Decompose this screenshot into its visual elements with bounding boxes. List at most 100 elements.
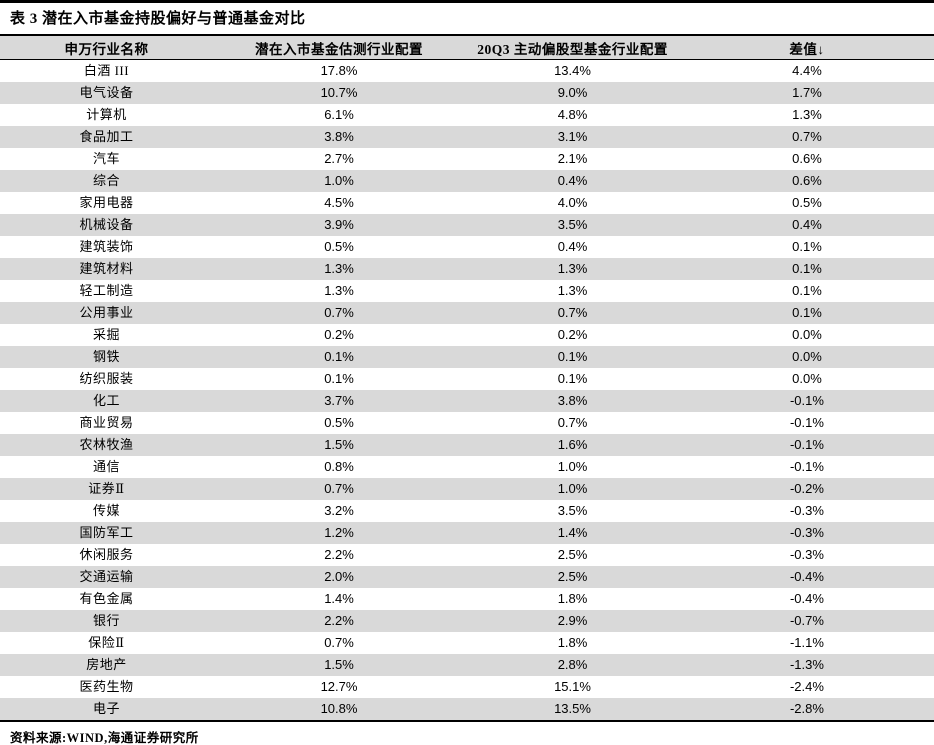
- value-cell: 1.5%: [212, 654, 466, 676]
- table-row: 采掘 0.2% 0.2% 0.0%: [0, 324, 934, 346]
- value-cell: 1.3%: [324, 283, 354, 298]
- value-cell: 1.6%: [465, 434, 680, 456]
- table-row: 房地产 1.5% 2.8% -1.3%: [0, 654, 934, 676]
- industry-name-cell: 食品加工: [0, 126, 213, 148]
- value-cell: 1.7%: [679, 82, 934, 104]
- value-cell: 0.5%: [324, 239, 354, 254]
- value-cell: -0.1%: [679, 434, 934, 456]
- industry-name-cell: 建筑装饰: [79, 239, 134, 254]
- value-cell: 0.6%: [679, 170, 934, 192]
- value-cell: 1.3%: [792, 107, 822, 122]
- value-cell: 4.5%: [324, 195, 354, 210]
- table-row: 保险Ⅱ 0.7% 1.8% -1.1%: [0, 632, 934, 654]
- value-cell: 0.7%: [679, 126, 934, 148]
- value-cell: 1.8%: [557, 591, 588, 606]
- value-cell: 1.3%: [465, 258, 680, 280]
- table-row: 公用事业 0.7% 0.7% 0.1%: [0, 302, 934, 324]
- column-header-20q3-active-fund-alloc: 20Q3 主动偏股型基金行业配置: [465, 35, 680, 60]
- table-row: 纺织服装 0.1% 0.1% 0.0%: [0, 368, 934, 390]
- value-cell: 1.5%: [212, 434, 466, 456]
- table-row: 白酒 III 17.8% 13.4% 4.4%: [0, 60, 934, 83]
- table-row: 汽车 2.7% 2.1% 0.6%: [0, 148, 934, 170]
- table-row: 电子 10.8% 13.5% -2.8%: [0, 698, 934, 721]
- table-row: 银行 2.2% 2.9% -0.7%: [0, 610, 934, 632]
- value-cell: 0.5%: [792, 195, 822, 210]
- table-row: 轻工制造 1.3% 1.3% 0.1%: [0, 280, 934, 302]
- value-cell: 3.5%: [557, 503, 588, 518]
- value-cell: 10.8%: [212, 698, 466, 721]
- value-cell: -0.3%: [679, 522, 934, 544]
- value-cell: 1.4%: [324, 591, 354, 606]
- table-row: 食品加工 3.8% 3.1% 0.7%: [0, 126, 934, 148]
- table-row: 交通运输 2.0% 2.5% -0.4%: [0, 566, 934, 588]
- table-row: 机械设备 3.9% 3.5% 0.4%: [0, 214, 934, 236]
- value-cell: 9.0%: [465, 82, 680, 104]
- table-row: 有色金属 1.4% 1.8% -0.4%: [0, 588, 934, 610]
- value-cell: 0.2%: [557, 327, 588, 342]
- table-row: 国防军工 1.2% 1.4% -0.3%: [0, 522, 934, 544]
- value-cell: 2.9%: [465, 610, 680, 632]
- industry-name-cell: 交通运输: [0, 566, 213, 588]
- value-cell: 0.0%: [679, 346, 934, 368]
- value-cell: -0.7%: [679, 610, 934, 632]
- value-cell: -0.4%: [679, 566, 934, 588]
- value-cell: -2.4%: [789, 679, 824, 694]
- value-cell: 0.1%: [324, 371, 354, 386]
- value-cell: 0.6%: [792, 151, 822, 166]
- table-row: 建筑装饰 0.5% 0.4% 0.1%: [0, 236, 934, 258]
- value-cell: 0.1%: [792, 283, 822, 298]
- industry-name-cell: 轻工制造: [79, 283, 134, 298]
- value-cell: 17.8%: [320, 63, 358, 78]
- industry-name-cell: 保险Ⅱ: [88, 635, 125, 650]
- value-cell: 0.4%: [557, 239, 588, 254]
- value-cell: 0.1%: [557, 371, 588, 386]
- value-cell: 3.8%: [212, 126, 466, 148]
- industry-name-cell: 银行: [0, 610, 213, 632]
- value-cell: 2.8%: [465, 654, 680, 676]
- industry-name-cell: 机械设备: [0, 214, 213, 236]
- value-cell: 2.2%: [212, 610, 466, 632]
- source-note: 资料来源:WIND,海通证券研究所: [10, 731, 199, 745]
- value-cell: 3.7%: [212, 390, 466, 412]
- value-cell: 4.8%: [557, 107, 588, 122]
- value-cell: -1.1%: [789, 635, 824, 650]
- value-cell: 15.1%: [554, 679, 591, 694]
- column-header-diff-sorted: 差值↓: [679, 35, 934, 60]
- industry-name-cell: 化工: [0, 390, 213, 412]
- value-cell: 1.0%: [212, 170, 466, 192]
- value-cell: 0.1%: [792, 239, 822, 254]
- industry-name-cell: 通信: [92, 459, 120, 474]
- table-row: 休闲服务 2.2% 2.5% -0.3%: [0, 544, 934, 566]
- value-cell: 2.2%: [324, 547, 354, 562]
- industry-name-cell: 综合: [0, 170, 213, 192]
- value-cell: 1.4%: [465, 522, 680, 544]
- industry-allocation-table: 申万行业名称 潜在入市基金估测行业配置 20Q3 主动偏股型基金行业配置 差值↓ 白酒…: [0, 34, 934, 722]
- industry-name-cell: 商业贸易: [79, 415, 134, 430]
- value-cell: 13.4%: [554, 63, 591, 78]
- value-cell: 0.7%: [324, 635, 354, 650]
- value-cell: 1.0%: [465, 478, 680, 500]
- value-cell: -0.1%: [789, 415, 824, 430]
- value-cell: 0.1%: [465, 346, 680, 368]
- table-row: 商业贸易 0.5% 0.7% -0.1%: [0, 412, 934, 434]
- value-cell: 10.7%: [212, 82, 466, 104]
- industry-name-cell: 汽车: [92, 151, 120, 166]
- industry-name-cell: 农林牧渔: [0, 434, 213, 456]
- industry-name-cell: 证券Ⅱ: [0, 478, 213, 500]
- value-cell: 0.4%: [679, 214, 934, 236]
- table-row: 证券Ⅱ 0.7% 1.0% -0.2%: [0, 478, 934, 500]
- table-row: 钢铁 0.1% 0.1% 0.0%: [0, 346, 934, 368]
- value-cell: 0.1%: [679, 302, 934, 324]
- value-cell: 0.1%: [212, 346, 466, 368]
- industry-name-cell: 计算机: [86, 107, 127, 122]
- value-cell: 0.7%: [212, 302, 466, 324]
- value-cell: -2.8%: [679, 698, 934, 721]
- value-cell: 3.8%: [465, 390, 680, 412]
- table-header-row: 申万行业名称 潜在入市基金估测行业配置 20Q3 主动偏股型基金行业配置 差值↓: [0, 35, 934, 60]
- column-header-potential-fund-alloc: 潜在入市基金估测行业配置: [212, 35, 466, 60]
- table-title: 表 3 潜在入市基金持股偏好与普通基金对比: [10, 11, 306, 27]
- value-cell: 0.7%: [212, 478, 466, 500]
- value-cell: 1.8%: [557, 635, 588, 650]
- value-cell: -0.3%: [789, 503, 824, 518]
